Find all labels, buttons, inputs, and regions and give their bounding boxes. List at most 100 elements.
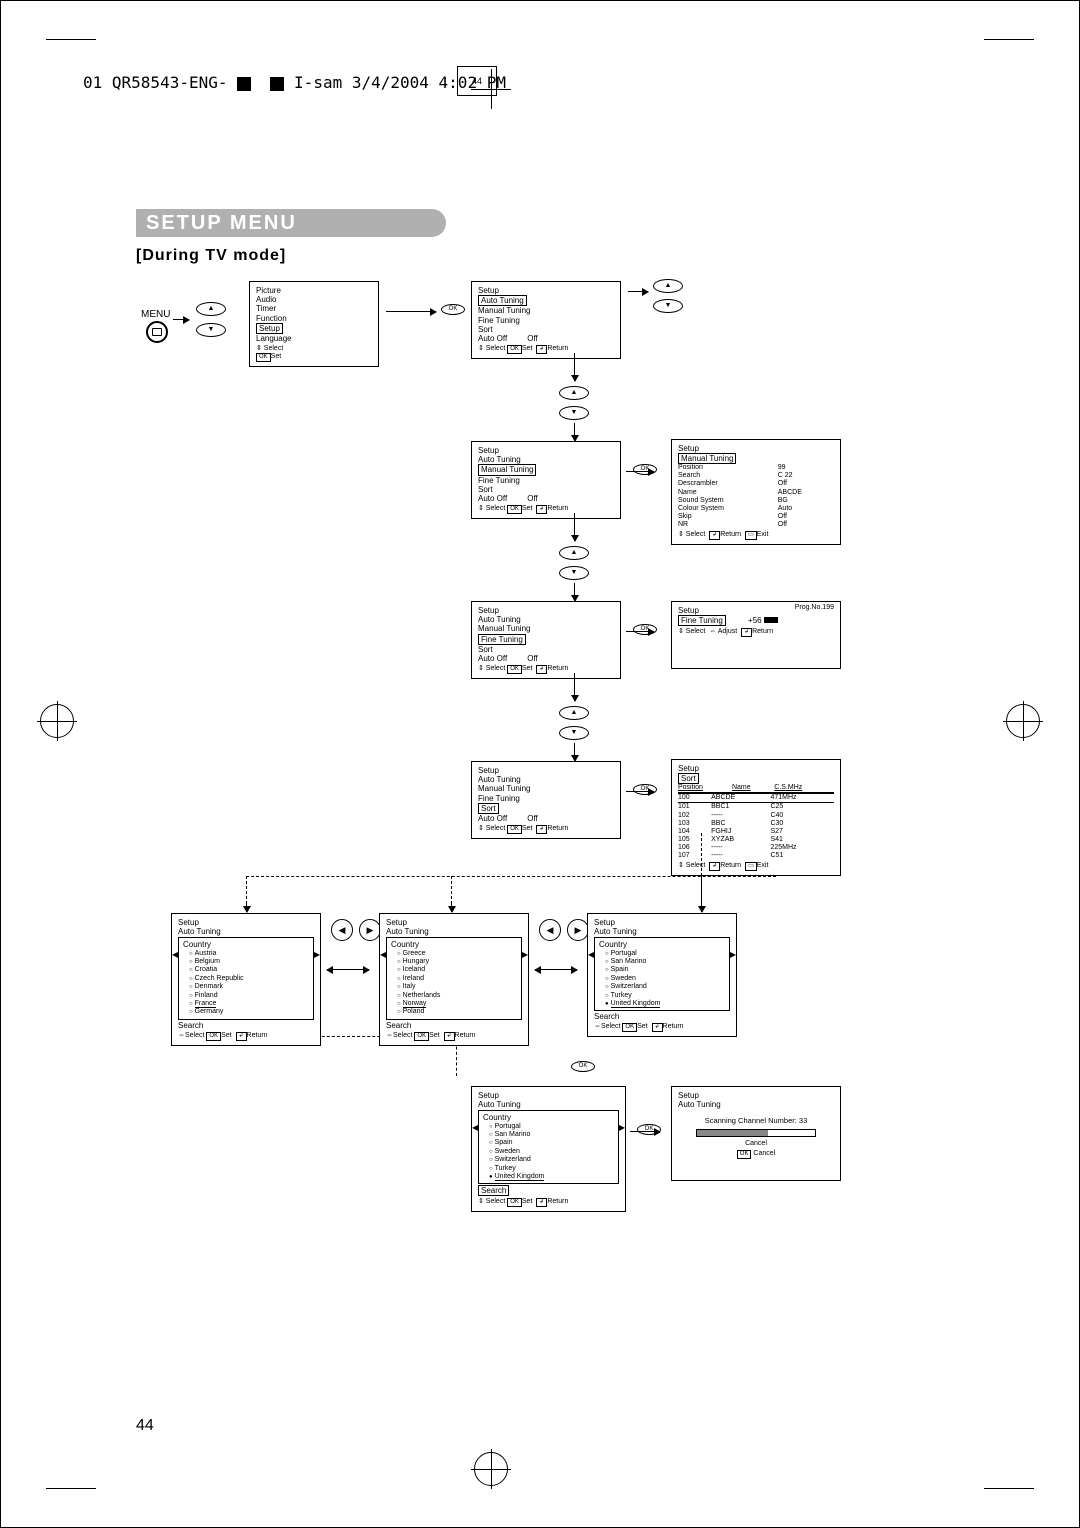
country-label: Country xyxy=(391,940,419,949)
arrow-icon xyxy=(574,513,575,541)
dashed-line xyxy=(246,876,776,877)
crop-mark xyxy=(984,1488,1034,1489)
search-label: Search xyxy=(178,1021,203,1030)
arrow-icon xyxy=(628,291,648,292)
up-pill: ▲ xyxy=(653,279,683,293)
menu-item: Timer xyxy=(256,304,372,313)
main-menu-box: Picture Audio Timer Function Setup Langu… xyxy=(249,281,379,367)
menu-item-selected: Manual Tuning xyxy=(478,464,536,475)
title: Setup xyxy=(594,918,730,927)
arrow-icon xyxy=(574,673,575,701)
footer-hint: ⇔Select OKSet ↲Return xyxy=(594,1023,730,1032)
menu-title: Setup xyxy=(478,606,614,615)
menu-item: Audio xyxy=(256,295,372,304)
menu-item: Sort xyxy=(478,485,614,494)
ok-pill: OK xyxy=(633,784,657,795)
down-pill: ▼ xyxy=(653,299,683,313)
menu-title: Setup xyxy=(678,444,834,453)
setup-box-1: Setup Auto Tuning Manual Tuning Fine Tun… xyxy=(471,281,621,359)
block-icon xyxy=(270,77,284,91)
manual-tuning-box: Setup Manual Tuning Position99 SearchC 2… xyxy=(671,439,841,545)
search-label: Search xyxy=(594,1012,619,1021)
down-pill: ▼ xyxy=(559,566,589,580)
menu-item: Auto Off Off xyxy=(478,654,614,663)
menu-item: Picture xyxy=(256,286,372,295)
arrow-icon xyxy=(574,583,575,601)
sort-box: Setup Sort PositionNameC.S.MHz 100ABCDE4… xyxy=(671,759,841,876)
menu-title: Setup xyxy=(478,446,614,455)
subtitle: Auto Tuning xyxy=(678,1100,834,1109)
footer-hint: ⇕ Select OKSet ↲Return xyxy=(478,665,614,674)
ok-pill: OK xyxy=(571,1061,595,1072)
title: Setup xyxy=(478,1091,619,1100)
subtitle: Auto Tuning xyxy=(478,1100,619,1109)
arrow-icon xyxy=(574,423,575,441)
title: Setup xyxy=(678,1091,834,1100)
dashed-line xyxy=(246,876,247,904)
footer-hint: ⇕ SelectOKSet xyxy=(256,345,372,362)
fine-tuning-label: Fine Tuning xyxy=(678,615,726,626)
footer-hint: ⇕ Select ↲Return ▭Exit xyxy=(678,531,834,540)
setup-box-3: Setup Auto Tuning Manual Tuning Fine Tun… xyxy=(471,601,621,679)
up-pill: ▲ xyxy=(559,386,589,400)
down-pill: ▼ xyxy=(559,726,589,740)
search-label: Search xyxy=(386,1021,411,1030)
right-button: ▶ xyxy=(567,919,589,941)
scanning-text: Scanning Channel Number: 33 xyxy=(678,1117,834,1126)
arrow-icon xyxy=(173,319,189,320)
arrow-icon xyxy=(574,743,575,761)
page-badge: 44 xyxy=(457,66,497,96)
menu-item: Function xyxy=(256,314,372,323)
doc-header: 01 QR58543-ENG- I-sam 3/4/2004 4:02 PM xyxy=(83,73,506,92)
menu-item: Auto Off Off xyxy=(478,494,614,503)
menu-item: Auto Off Off xyxy=(478,814,614,823)
menu-item: Auto Tuning xyxy=(478,455,614,464)
crop-mark xyxy=(984,39,1034,40)
menu-item: Language xyxy=(256,334,372,343)
arrow-icon xyxy=(701,876,702,912)
menu-item: Fine Tuning xyxy=(478,476,614,485)
country-label: Country xyxy=(183,940,211,949)
menu-item: Auto Tuning xyxy=(478,615,614,624)
menu-title: Setup xyxy=(478,286,614,295)
block-icon xyxy=(237,77,251,91)
registration-mark xyxy=(1003,701,1043,741)
menu-item-selected: Sort xyxy=(478,803,499,814)
arrow-icon xyxy=(574,353,575,381)
section-title: SETUP MENU xyxy=(136,209,446,237)
country-box-4: Setup Auto Tuning Country ◀▶ PortugalSan… xyxy=(471,1086,626,1212)
footer-hint: ⇕ Select ⇔ Adjust ↲Return xyxy=(678,628,834,637)
footer-hint: ⇔Select OKSet ↲Return xyxy=(386,1032,522,1041)
menu-label: MENU xyxy=(141,309,170,320)
page-number: 44 xyxy=(136,1417,154,1435)
country-box-2: Setup Auto Tuning Country ◀▶ GreeceHunga… xyxy=(379,913,529,1046)
menu-item: Fine Tuning xyxy=(478,316,614,325)
manual-tuning-table: Position99 SearchC 22 DescramblerOff Nam… xyxy=(678,464,834,528)
menu-item: Manual Tuning xyxy=(478,306,614,315)
section-selected: Sort xyxy=(678,773,699,784)
sort-header: PositionNameC.S.MHz xyxy=(678,784,834,793)
subtitle: Auto Tuning xyxy=(386,927,522,936)
ok-pill: OK xyxy=(633,624,657,635)
up-pill: ▲ xyxy=(559,546,589,560)
footer-hint: ⇕ Select OKSet ↲Return xyxy=(478,505,614,514)
left-button: ◀ xyxy=(331,919,353,941)
menu-title: Setup xyxy=(478,766,614,775)
footer-hint: ⇕ Select OKSet ↲Return xyxy=(478,825,614,834)
page-badge-num: 44 xyxy=(472,76,482,86)
down-pill: ▼ xyxy=(559,406,589,420)
menu-title: Setup xyxy=(678,764,834,773)
title: Setup xyxy=(178,918,314,927)
crop-mark xyxy=(46,39,96,40)
ok-pill: OK xyxy=(441,304,465,315)
setup-box-2: Setup Auto Tuning Manual Tuning Fine Tun… xyxy=(471,441,621,519)
country-label: Country xyxy=(483,1113,511,1122)
setup-box-4: Setup Auto Tuning Manual Tuning Fine Tun… xyxy=(471,761,621,839)
ok-pill: OK xyxy=(637,1124,661,1135)
menu-item-selected: Fine Tuning xyxy=(478,634,526,645)
country-box-1: Setup Auto Tuning Country ◀▶ AustriaBelg… xyxy=(171,913,321,1046)
menu-item-selected: Auto Tuning xyxy=(478,295,527,306)
crop-mark xyxy=(46,1488,96,1489)
up-pill: ▲ xyxy=(196,302,226,316)
fine-tuning-value: +56 xyxy=(748,616,762,625)
